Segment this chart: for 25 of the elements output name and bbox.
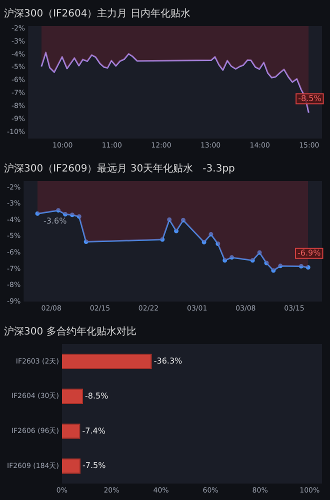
point	[250, 258, 255, 263]
annotation: -7.4%	[82, 426, 106, 436]
point	[222, 258, 228, 263]
chart-title: 沪深300 多合约年化贴水对比	[4, 326, 136, 338]
point	[298, 264, 304, 268]
point	[35, 211, 40, 216]
annotation: -7.5%	[82, 461, 106, 470]
data-label: -6.9%	[298, 248, 322, 258]
point	[70, 212, 74, 218]
annotation: -8.5%	[85, 391, 109, 400]
data-label: -3.6%	[44, 216, 68, 226]
point	[76, 214, 82, 219]
point	[84, 240, 88, 244]
chart-title: 沪深300（IF2604）主力月 日内年化贴水	[4, 8, 190, 20]
data-label: -8.5%	[298, 94, 322, 103]
point	[271, 268, 276, 273]
point	[63, 212, 68, 216]
annotation: -36.3%	[154, 356, 183, 366]
point	[56, 208, 61, 213]
point	[306, 265, 310, 270]
point	[230, 255, 234, 260]
point	[264, 260, 269, 266]
point	[257, 250, 262, 255]
point	[278, 264, 283, 268]
chart-title: 沪深300（IF2609）最远月 30天年化贴水 -3.3pp	[4, 162, 235, 175]
